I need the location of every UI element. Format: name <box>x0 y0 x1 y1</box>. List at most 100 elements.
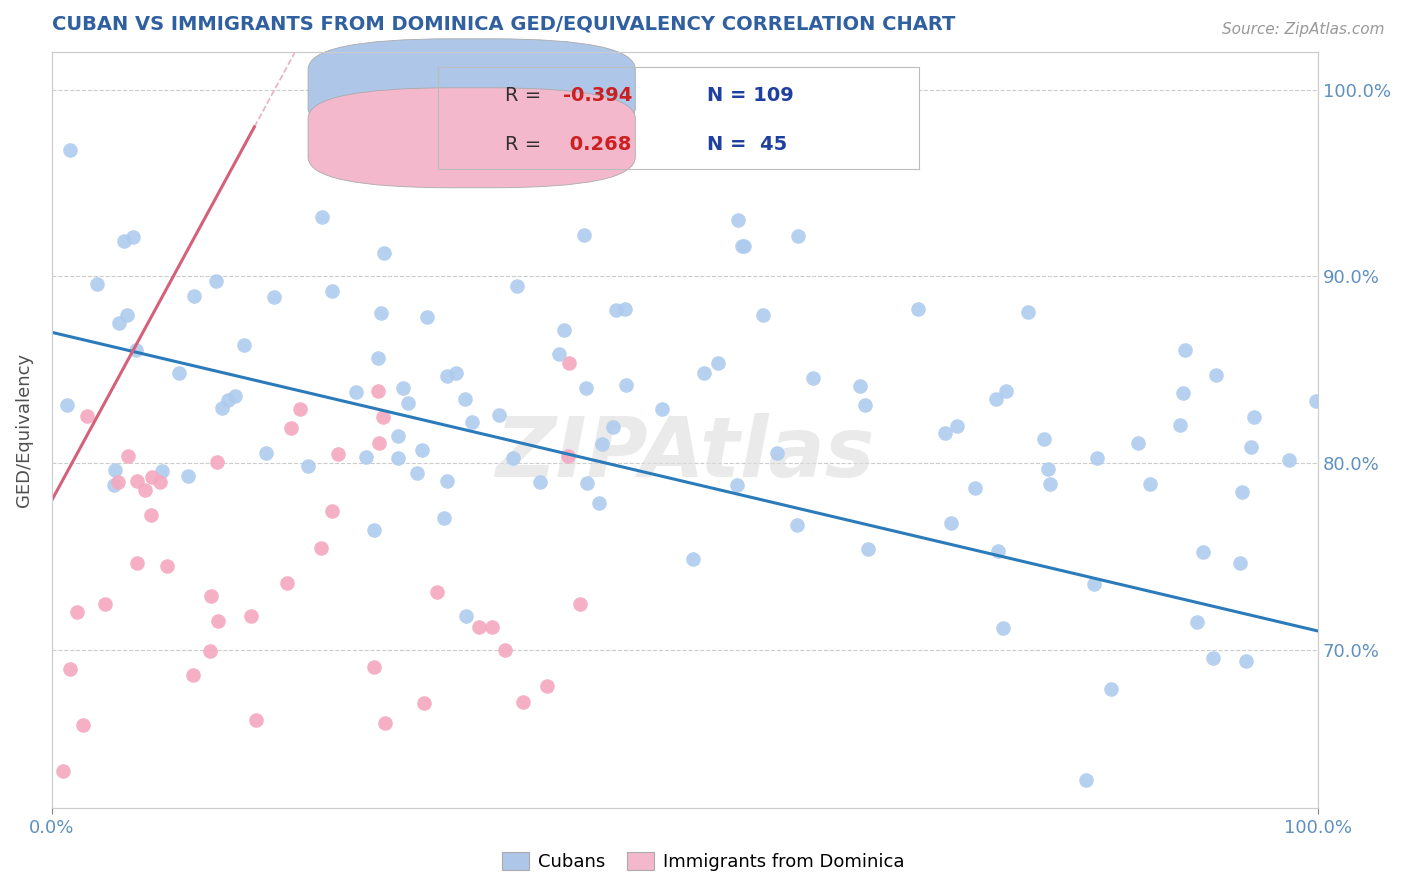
Point <box>548 347 571 361</box>
Point <box>387 429 409 443</box>
Point <box>426 585 449 599</box>
Point <box>575 476 598 491</box>
Point <box>233 338 256 352</box>
Point <box>66 605 89 619</box>
Point <box>297 459 319 474</box>
Point <box>207 455 229 469</box>
Point <box>1240 440 1263 454</box>
Point <box>1305 394 1327 409</box>
Point <box>512 695 534 709</box>
Point <box>387 451 409 466</box>
Point <box>321 504 343 518</box>
Point <box>1229 556 1251 570</box>
Point <box>107 475 129 489</box>
Point <box>59 662 82 676</box>
Point <box>651 402 673 417</box>
Point <box>575 381 598 395</box>
Point <box>1036 462 1059 476</box>
Point <box>614 378 637 392</box>
Point <box>211 401 233 415</box>
Point <box>468 620 491 634</box>
Point <box>801 371 824 385</box>
Point <box>856 542 879 557</box>
Point <box>311 210 333 224</box>
Point <box>786 229 808 244</box>
Point <box>200 589 222 603</box>
Point <box>731 239 754 253</box>
Point <box>1139 476 1161 491</box>
Point <box>436 475 458 489</box>
Point <box>224 389 246 403</box>
Point <box>104 462 127 476</box>
Point <box>406 466 429 480</box>
Point <box>56 398 79 412</box>
Point <box>1192 545 1215 559</box>
Text: Source: ZipAtlas.com: Source: ZipAtlas.com <box>1222 22 1385 37</box>
Point <box>939 516 962 530</box>
Point <box>481 620 503 634</box>
Point <box>1083 576 1105 591</box>
Point <box>125 343 148 357</box>
Point <box>1074 773 1097 788</box>
Point <box>391 381 413 395</box>
Point <box>117 308 139 322</box>
Point <box>321 284 343 298</box>
Point <box>849 379 872 393</box>
Point <box>263 290 285 304</box>
Point <box>946 418 969 433</box>
Point <box>1174 343 1197 357</box>
Point <box>488 408 510 422</box>
Point <box>311 541 333 555</box>
Point <box>254 446 277 460</box>
Point <box>108 316 131 330</box>
Point <box>605 302 627 317</box>
Point <box>370 306 392 320</box>
Point <box>766 446 789 460</box>
Point <box>367 351 389 365</box>
Point <box>987 543 1010 558</box>
Point <box>1017 305 1039 319</box>
Point <box>121 230 143 244</box>
Point <box>439 173 461 187</box>
Point <box>156 559 179 574</box>
Point <box>613 301 636 316</box>
Point <box>1243 409 1265 424</box>
Point <box>505 278 527 293</box>
Point <box>907 302 929 317</box>
Point <box>1039 476 1062 491</box>
Point <box>240 608 263 623</box>
Point <box>373 246 395 260</box>
Point <box>588 496 610 510</box>
Point <box>602 420 624 434</box>
Point <box>363 660 385 674</box>
Point <box>934 425 956 440</box>
Point <box>177 469 200 483</box>
Point <box>371 410 394 425</box>
Point <box>1099 681 1122 696</box>
Point <box>568 597 591 611</box>
Point <box>125 474 148 488</box>
Point <box>436 369 458 384</box>
Point <box>344 384 367 399</box>
Point <box>413 696 436 710</box>
Point <box>149 475 172 489</box>
Point <box>567 73 589 87</box>
Point <box>134 483 156 497</box>
Point <box>326 447 349 461</box>
Point <box>727 212 749 227</box>
Point <box>693 367 716 381</box>
Point <box>1032 432 1054 446</box>
Point <box>150 465 173 479</box>
Point <box>1202 651 1225 665</box>
Point <box>374 715 396 730</box>
Point <box>367 384 389 399</box>
Point <box>752 308 775 322</box>
Point <box>72 718 94 732</box>
Point <box>52 764 75 778</box>
Point <box>1168 418 1191 433</box>
Point <box>1173 385 1195 400</box>
Point <box>416 310 439 324</box>
Point <box>139 508 162 522</box>
Point <box>396 396 419 410</box>
Point <box>356 450 378 464</box>
